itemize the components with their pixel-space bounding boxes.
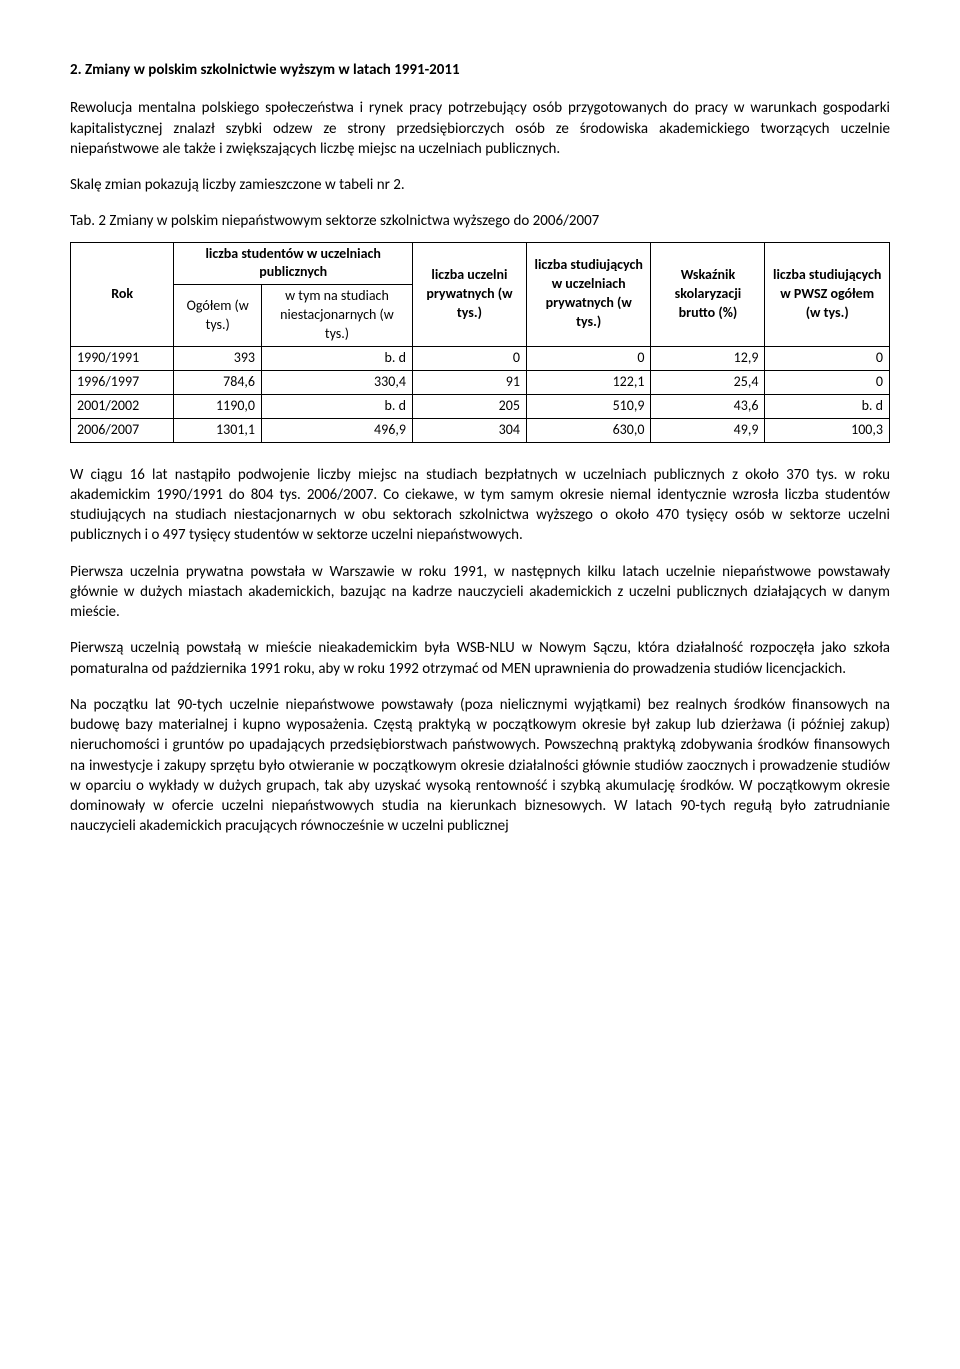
table-row: 1990/1991393b. d0012,90 [71, 346, 890, 370]
data-table: Rok liczba studentów w uczelniach public… [70, 242, 890, 443]
table-cell: 12,9 [651, 346, 765, 370]
paragraph-2: Skalę zmian pokazują liczby zamieszczone… [70, 175, 890, 195]
col-ogolem: Ogółem (w tys.) [174, 285, 262, 347]
table-cell: 1190,0 [174, 394, 262, 418]
table-cell: 25,4 [651, 370, 765, 394]
table-cell: 630,0 [526, 418, 651, 442]
paragraph-3: W ciągu 16 lat nastąpiło podwojenie licz… [70, 465, 890, 546]
table-cell: 330,4 [262, 370, 413, 394]
section-heading: 2. Zmiany w polskim szkolnictwie wyższym… [70, 60, 890, 80]
col-rok: Rok [71, 242, 174, 346]
paragraph-1: Rewolucja mentalna polskiego społeczeńst… [70, 98, 890, 159]
table-cell: 784,6 [174, 370, 262, 394]
table-cell: 1990/1991 [71, 346, 174, 370]
col-wtym: w tym na studiach niestacjonarnych (w ty… [262, 285, 413, 347]
table-cell: b. d [262, 394, 413, 418]
table-row: 1996/1997784,6330,491122,125,40 [71, 370, 890, 394]
table-title: Tab. 2 Zmiany w polskim niepaństwowym se… [70, 211, 890, 231]
table-cell: 0 [526, 346, 651, 370]
table-cell: 49,9 [651, 418, 765, 442]
col-uczelni-priv: liczba uczelni prywatnych (w tys.) [412, 242, 526, 346]
table-cell: 1301,1 [174, 418, 262, 442]
paragraph-4: Pierwsza uczelnia prywatna powstała w Wa… [70, 562, 890, 623]
table-cell: 1996/1997 [71, 370, 174, 394]
table-row: 2006/20071301,1496,9304630,049,9100,3 [71, 418, 890, 442]
table-cell: 304 [412, 418, 526, 442]
table-cell: 2006/2007 [71, 418, 174, 442]
table-cell: 0 [412, 346, 526, 370]
table-cell: b. d [765, 394, 890, 418]
table-cell: 205 [412, 394, 526, 418]
col-pwsz: liczba studiujących w PWSZ ogółem (w tys… [765, 242, 890, 346]
table-cell: 496,9 [262, 418, 413, 442]
col-wskaznik: Wskaźnik skolaryzacji brutto (%) [651, 242, 765, 346]
table-cell: 2001/2002 [71, 394, 174, 418]
table-cell: 100,3 [765, 418, 890, 442]
table-cell: 0 [765, 370, 890, 394]
table-cell: 122,1 [526, 370, 651, 394]
table-cell: 0 [765, 346, 890, 370]
col-liczba-stud: liczba studentów w uczelniach publicznyc… [174, 242, 413, 285]
col-stud-priv: liczba studiujących w uczelniach prywatn… [526, 242, 651, 346]
paragraph-5: Pierwszą uczelnią powstałą w mieście nie… [70, 638, 890, 679]
table-cell: b. d [262, 346, 413, 370]
table-cell: 91 [412, 370, 526, 394]
table-row: 2001/20021190,0b. d205510,943,6b. d [71, 394, 890, 418]
paragraph-6: Na początku lat 90-tych uczelnie niepańs… [70, 695, 890, 837]
table-cell: 510,9 [526, 394, 651, 418]
table-cell: 43,6 [651, 394, 765, 418]
table-cell: 393 [174, 346, 262, 370]
